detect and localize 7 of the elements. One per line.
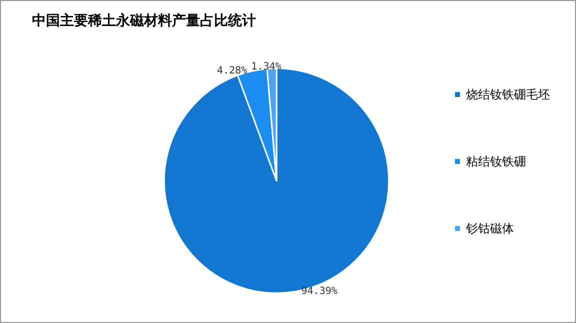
data-label: 1.34%: [251, 62, 282, 73]
legend-label: 钐钴磁体: [465, 222, 514, 236]
legend-label: 烧结钕铁硼毛坯: [466, 88, 550, 102]
data-label: 94.39%: [301, 286, 338, 297]
legend-label: 粘结钕铁硼: [466, 154, 526, 168]
data-label: 4.28%: [217, 66, 248, 77]
chart-title: 中国主要稀土永磁材料产量占比统计: [32, 12, 256, 29]
